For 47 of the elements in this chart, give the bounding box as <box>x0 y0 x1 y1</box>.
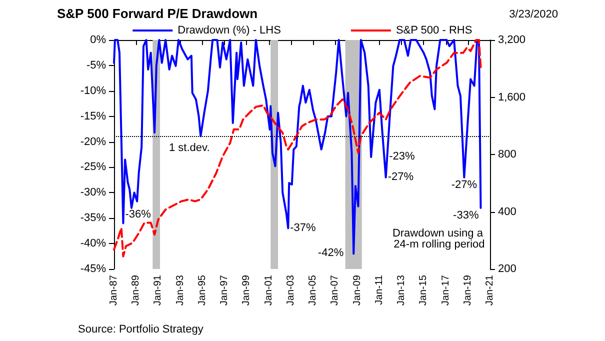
x-tick-label: Jan-21 <box>484 274 496 306</box>
y-tick-label: 0% <box>90 34 106 46</box>
x-tick-label: Jan-07 <box>330 274 341 306</box>
x-tick-label: Jan-03 <box>285 274 296 306</box>
y-tick-label: -45% <box>80 263 106 275</box>
x-tick-label: Jan-97 <box>219 274 230 306</box>
y-tick-label: -25% <box>80 161 106 174</box>
chart-title: S&P 500 Forward P/E Drawdown <box>57 6 258 21</box>
x-tick-label: Jan-13 <box>396 274 408 306</box>
ref-line-label: 1 st.dev. <box>169 142 210 154</box>
legend-label: Drawdown (%) - LHS <box>178 24 281 36</box>
x-tick-label: Jan-19 <box>462 274 474 306</box>
y-tick-label: -20% <box>80 136 106 148</box>
annotation: -42% <box>318 247 344 260</box>
legend-label: S&P 500 - RHS <box>396 24 472 36</box>
y-tick-label: -10% <box>80 84 106 97</box>
annotation: -27% <box>388 170 414 183</box>
source-note: Source: Portfolio Strategy <box>78 324 204 336</box>
x-tick-label: Jan-01 <box>263 274 274 306</box>
y-tick-label: -5% <box>86 59 106 72</box>
x-tick-label: Jan-17 <box>440 274 452 306</box>
y2-tick-label: 800 <box>498 148 516 160</box>
text: 3/23/2020 <box>509 8 558 20</box>
annotation: -36% <box>125 208 152 221</box>
x-tick-label: Jan-89 <box>130 274 142 306</box>
x-tick-label: Jan-15 <box>418 274 430 306</box>
x-tick-label: Jan-95 <box>196 274 208 306</box>
x-tick-label: Jan-99 <box>241 274 252 306</box>
x-tick-label: Jan-93 <box>174 274 186 306</box>
annotation: -23% <box>389 150 415 163</box>
annotation: -33% <box>453 209 479 222</box>
x-tick-label: Jan-87 <box>108 274 120 306</box>
annotation: -37% <box>290 222 316 234</box>
x-tick-label: Jan-05 <box>308 274 319 306</box>
x-tick-label: Jan-09 <box>352 274 363 306</box>
x-tick-label: Jan-91 <box>152 274 164 306</box>
y-tick-label: -15% <box>80 110 106 122</box>
y-tick-label: -30% <box>80 186 106 199</box>
y2-tick-label: 3,200 <box>498 34 526 46</box>
y-tick-label: -35% <box>80 212 106 224</box>
annotation: Drawdown using a 24-m rolling period <box>392 228 486 250</box>
annotation: -27% <box>451 178 478 191</box>
y2-tick-label: 400 <box>498 206 516 218</box>
y2-tick-label: 200 <box>498 263 516 275</box>
x-tick-label: Jan-11 <box>374 274 385 305</box>
y2-tick-label: 1,600 <box>498 91 526 104</box>
y-tick-label: -40% <box>80 238 106 250</box>
